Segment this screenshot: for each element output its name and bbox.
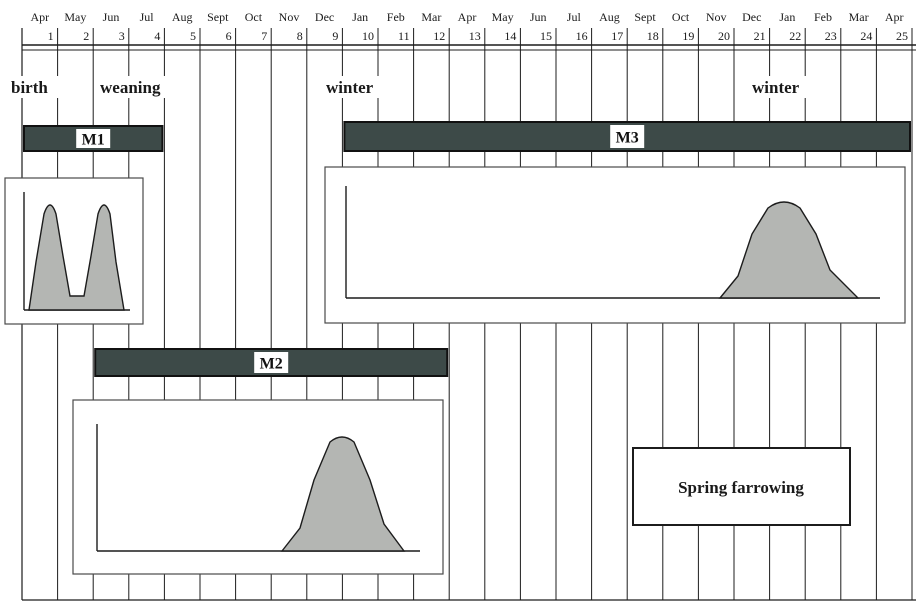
month-number: 25 [896, 29, 908, 43]
month-number: 17 [611, 29, 623, 43]
month-number: 18 [647, 29, 659, 43]
month-label: May [492, 10, 514, 24]
month-number: 3 [119, 29, 125, 43]
month-number: 20 [718, 29, 730, 43]
month-label: Apr [885, 10, 904, 24]
month-label: Feb [387, 10, 405, 24]
month-number: 23 [825, 29, 837, 43]
month-number: 21 [754, 29, 766, 43]
panel-m2 [72, 399, 444, 575]
month-label: Feb [814, 10, 832, 24]
month-label: Sept [634, 10, 656, 24]
month-label: Dec [315, 10, 334, 24]
month-label: Jul [140, 10, 155, 24]
month-number: 7 [261, 29, 267, 43]
period-bar-label-bg [76, 129, 111, 148]
panel-m1 [4, 177, 144, 325]
month-label: Apr [30, 10, 49, 24]
month-number: 19 [682, 29, 694, 43]
panel-m2-curve [280, 436, 406, 552]
panel-m3 [324, 166, 906, 324]
event-labels: birth weaning winter winter [9, 76, 810, 98]
event-label: birth [11, 78, 48, 97]
month-number: 24 [860, 29, 872, 43]
period-bars: M1 M2 M3 [23, 121, 911, 377]
month-number-row: 1 2 3 4 5 6 7 8 9 10 11 12 13 14 15 16 17 18 19 20 21 22 23 24 2… [48, 29, 908, 43]
month-label: Jun [530, 10, 547, 24]
month-number: 14 [504, 29, 516, 43]
month-number: 6 [226, 29, 232, 43]
event-label-bg [98, 76, 167, 98]
spring-farrowing-label: Spring farrowing [678, 478, 804, 497]
period-bar-label: M2 [260, 356, 283, 373]
month-number: 4 [154, 29, 160, 43]
event-label-bg [324, 76, 384, 98]
period-bar-label: M3 [616, 130, 639, 147]
month-label: Jun [103, 10, 120, 24]
spring-farrowing-box: Spring farrowing [632, 447, 851, 526]
month-number: 13 [469, 29, 481, 43]
period-bar-label-bg [610, 125, 645, 148]
spring-farrowing-frame [632, 447, 851, 526]
month-label: Nov [279, 10, 300, 24]
month-label: Dec [742, 10, 761, 24]
month-number: 12 [433, 29, 445, 43]
month-label: Jan [779, 10, 795, 24]
month-number: 8 [297, 29, 303, 43]
month-label: Mar [421, 10, 441, 24]
month-label: Nov [706, 10, 727, 24]
month-label: Mar [849, 10, 869, 24]
month-number: 15 [540, 29, 552, 43]
event-label: winter [326, 78, 374, 97]
month-label: May [64, 10, 86, 24]
month-label: Oct [672, 10, 690, 24]
event-label: weaning [100, 78, 161, 97]
panel-m3-curve [718, 201, 860, 299]
panel-m1-curve [28, 204, 125, 311]
month-label: Aug [172, 10, 193, 24]
month-number: 22 [789, 29, 801, 43]
month-number: 5 [190, 29, 196, 43]
month-label: Sept [207, 10, 229, 24]
month-label: Jul [567, 10, 582, 24]
month-label-row: Apr May Jun Jul Aug Sept Oct Nov Dec Jan Feb Mar Apr… [30, 10, 903, 24]
period-bar-label-bg [254, 352, 289, 373]
event-label-bg [9, 76, 59, 98]
month-label: Aug [599, 10, 620, 24]
month-number: 11 [398, 29, 410, 43]
month-number: 9 [332, 29, 338, 43]
event-label: winter [752, 78, 800, 97]
month-label: Oct [245, 10, 263, 24]
month-number: 10 [362, 29, 374, 43]
month-number: 2 [83, 29, 89, 43]
month-label: Jan [352, 10, 368, 24]
month-number: 16 [576, 29, 588, 43]
event-label-bg [750, 76, 810, 98]
month-label: Apr [458, 10, 477, 24]
period-bar-label: M1 [82, 132, 105, 149]
month-number: 1 [48, 29, 54, 43]
